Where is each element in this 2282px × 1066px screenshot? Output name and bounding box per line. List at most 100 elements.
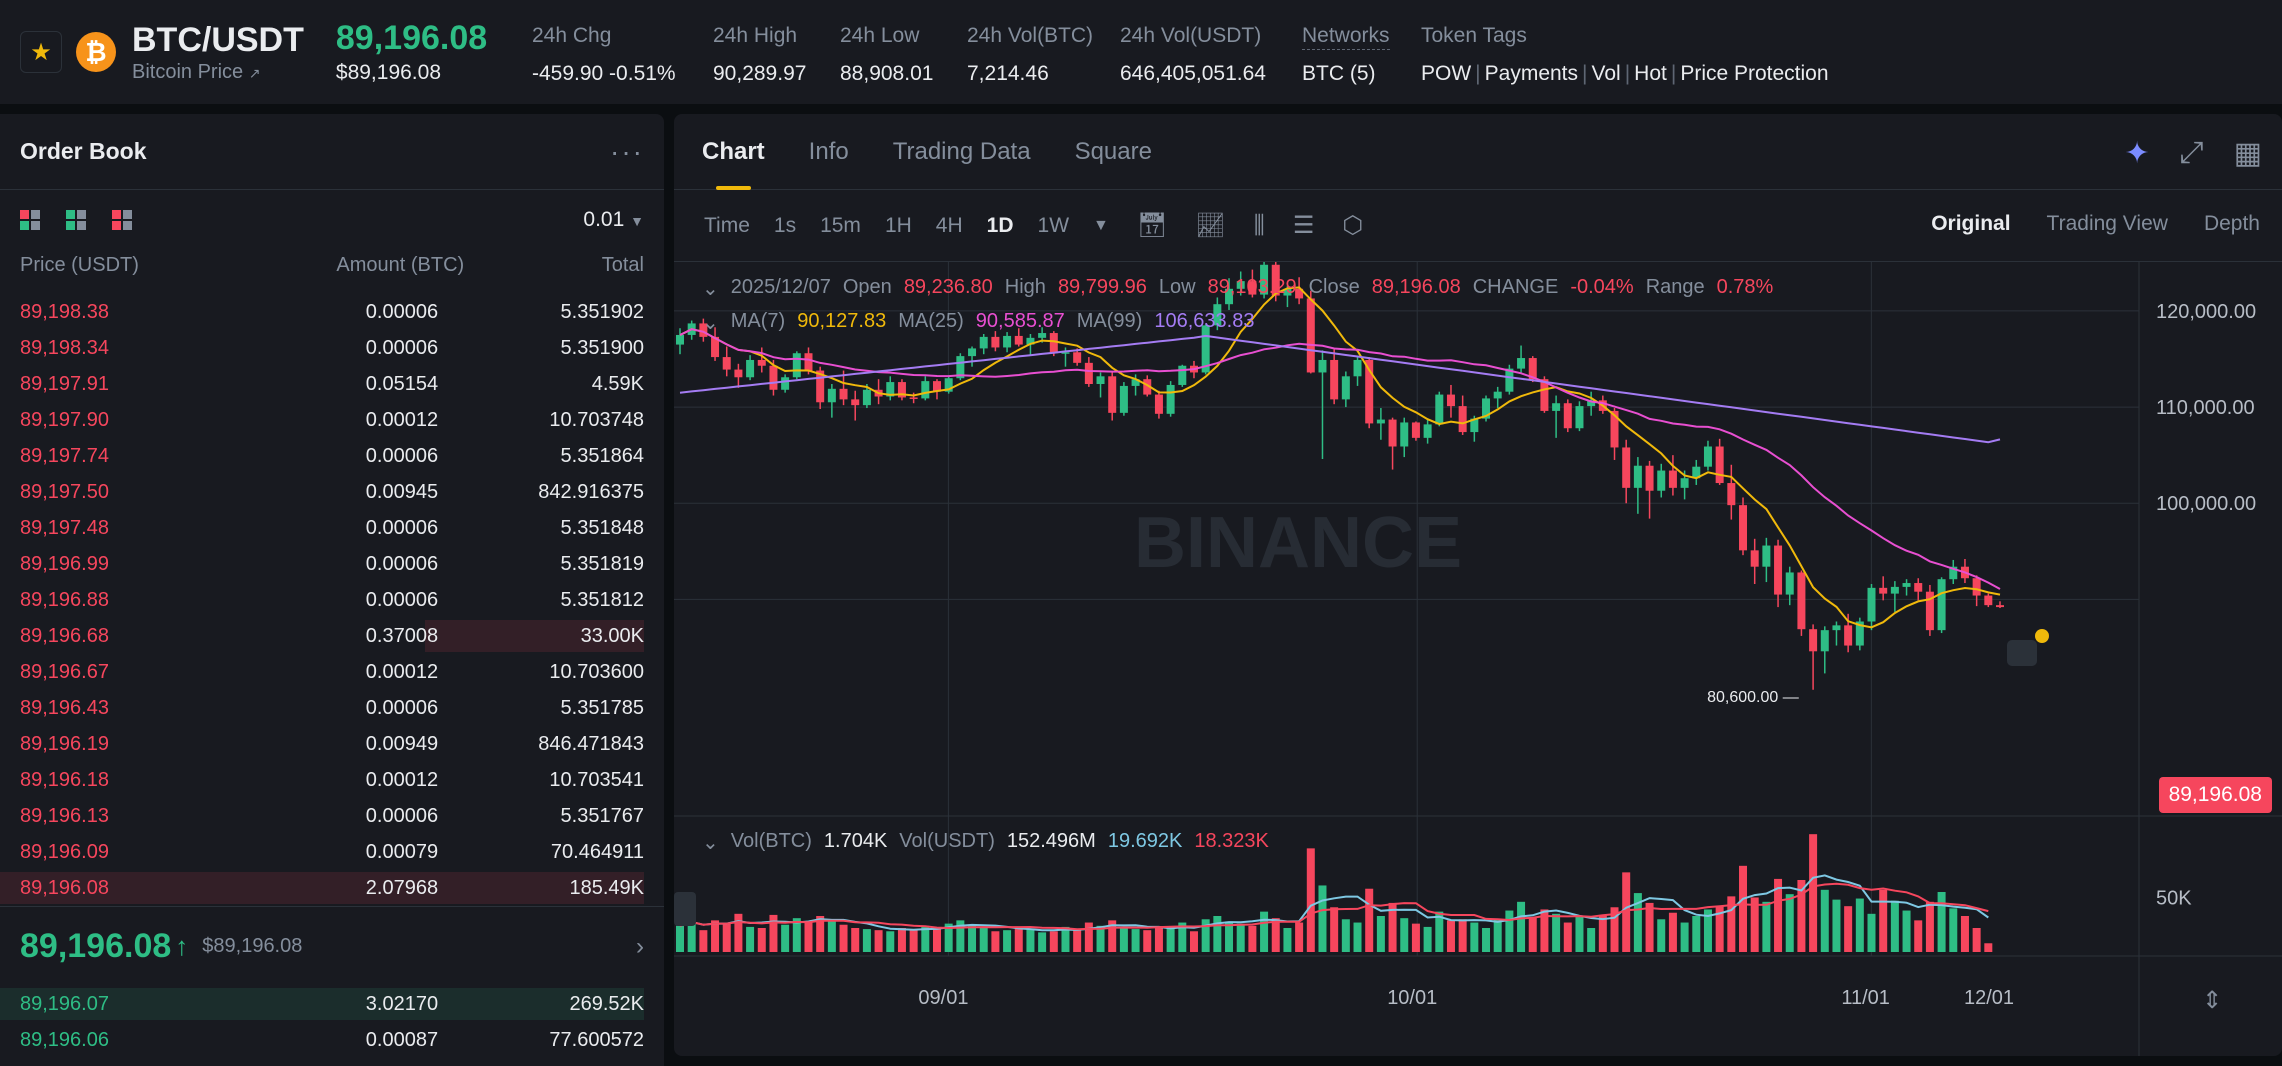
ask-row[interactable]: 89,196.67 0.00012 10.703600 xyxy=(0,654,664,690)
ask-row[interactable]: 89,196.88 0.00006 5.351812 xyxy=(0,582,664,618)
ask-row[interactable]: 89,197.91 0.05154 4.59K xyxy=(0,366,664,402)
layout-grid-icon[interactable]: ▦ xyxy=(2233,137,2262,170)
precision-value[interactable]: 0.01 xyxy=(583,208,625,231)
ask-row[interactable]: 89,196.68 0.37008 33.00K xyxy=(0,618,664,654)
depth-bar xyxy=(425,620,644,652)
row-total: 5.351812 xyxy=(560,588,644,611)
tab-info[interactable]: Info xyxy=(808,137,849,165)
low-value: 89,103.29 xyxy=(1207,276,1297,298)
candle-body xyxy=(1306,298,1315,373)
candle-body xyxy=(851,399,860,406)
row-price: 89,196.43 xyxy=(20,696,109,719)
view-depth[interactable]: Depth xyxy=(2203,212,2260,235)
pair-subtitle[interactable]: Bitcoin Price ↗ xyxy=(132,61,304,84)
stat-networks[interactable]: Networks BTC (5) xyxy=(1302,24,1390,86)
ask-row[interactable]: 89,198.34 0.00006 5.351900 xyxy=(0,330,664,366)
interval-1w[interactable]: 1W xyxy=(1037,213,1070,237)
candle-body xyxy=(1867,587,1876,622)
hexagon-settings-icon[interactable]: ⬡ xyxy=(1342,212,1364,239)
candle-body xyxy=(932,381,941,392)
interval-time[interactable]: Time xyxy=(704,213,750,237)
tab-chart[interactable]: Chart xyxy=(702,114,765,190)
chart-type-icon[interactable]: ⫼ xyxy=(1253,211,1265,239)
volume-bar xyxy=(1517,901,1526,952)
more-options-icon[interactable]: ··· xyxy=(610,135,644,167)
pair-name[interactable]: BTC/USDT xyxy=(132,20,304,59)
volume-bar xyxy=(1306,848,1315,952)
bid-row[interactable]: 89,196.07 3.02170 269.52K xyxy=(0,986,664,1022)
tag-payments[interactable]: Payments xyxy=(1484,62,1579,85)
ask-row[interactable]: 89,196.08 2.07968 185.49K xyxy=(0,870,664,906)
ask-row[interactable]: 89,197.90 0.00012 10.703748 xyxy=(0,402,664,438)
collapse-chevron-icon[interactable]: ⌄ xyxy=(702,278,719,300)
volume-bar xyxy=(746,926,755,952)
candle-body xyxy=(1038,333,1047,338)
precision-select[interactable]: 0.01 ▼ xyxy=(583,208,644,232)
ask-row[interactable]: 89,196.13 0.00006 5.351767 xyxy=(0,798,664,834)
row-total: 4.59K xyxy=(591,372,644,395)
external-link-icon[interactable]: ↗ xyxy=(248,64,261,81)
collapse-chevron-icon[interactable]: ⌄ xyxy=(702,312,719,334)
ask-row[interactable]: 89,196.99 0.00006 5.351819 xyxy=(0,546,664,582)
row-price: 89,196.88 xyxy=(20,588,109,611)
volume-bar xyxy=(1096,925,1105,952)
ask-row[interactable]: 89,196.09 0.00079 70.464911 xyxy=(0,834,664,870)
interval-1h[interactable]: 1H xyxy=(884,213,912,237)
tab-trading-data[interactable]: Trading Data xyxy=(892,137,1031,165)
view-trading-view[interactable]: Trading View xyxy=(2046,212,2168,235)
volume-bar xyxy=(1026,929,1035,952)
row-amount: 0.00949 xyxy=(365,732,439,755)
ask-row[interactable]: 89,196.19 0.00949 846.471843 xyxy=(0,726,664,762)
volume-bar xyxy=(1201,919,1210,952)
ask-row[interactable]: 89,198.38 0.00006 5.351902 xyxy=(0,294,664,330)
chevron-down-icon[interactable]: ▼ xyxy=(630,213,644,229)
chevron-right-icon[interactable]: › xyxy=(636,932,644,960)
collapse-chevron-icon[interactable]: ⌄ xyxy=(702,832,719,854)
ask-row[interactable]: 89,196.43 0.00006 5.351785 xyxy=(0,690,664,726)
stat-label: 24h Vol(BTC) xyxy=(967,24,1094,47)
favorite-star-icon[interactable]: ★ xyxy=(20,31,62,73)
tag-pow[interactable]: POW xyxy=(1421,62,1472,85)
ai-sparkle-icon[interactable]: ✦ xyxy=(2124,137,2150,170)
view-asks-icon[interactable] xyxy=(112,210,132,230)
candle-body xyxy=(1633,465,1642,488)
stat-label[interactable]: Networks xyxy=(1302,24,1390,50)
mid-price-row[interactable]: 89,196.08 ↑ $89,196.08 › xyxy=(0,906,664,986)
volume-bar xyxy=(1038,932,1047,952)
ask-row[interactable]: 89,196.18 0.00012 10.703541 xyxy=(0,762,664,798)
fullscreen-icon[interactable]: ⤢ xyxy=(2179,136,2204,169)
tab-square[interactable]: Square xyxy=(1074,137,1152,165)
tag-vol[interactable]: Vol xyxy=(1591,62,1621,85)
volume-bar xyxy=(1119,928,1128,952)
bid-row[interactable]: 89,196.06 0.00087 77.600572 xyxy=(0,1022,664,1058)
volume-bar xyxy=(1692,916,1701,952)
depth-bar xyxy=(0,872,644,904)
candle-body xyxy=(862,389,871,406)
interval-1s[interactable]: 1s xyxy=(773,213,797,237)
interval-1d[interactable]: 1D xyxy=(986,213,1014,237)
calendar-icon[interactable]: 📅︎ xyxy=(1136,212,1168,239)
candle-body xyxy=(1925,591,1934,631)
interval-4h[interactable]: 4H xyxy=(935,213,963,237)
ohlc-date: 2025/12/07 xyxy=(730,276,831,298)
interval-dropdown-icon[interactable]: ▼ xyxy=(1093,216,1109,234)
tag-hot[interactable]: Hot xyxy=(1634,62,1667,85)
ask-row[interactable]: 89,197.48 0.00006 5.351848 xyxy=(0,510,664,546)
volume-bar xyxy=(1668,912,1677,952)
interval-15m[interactable]: 15m xyxy=(820,213,861,237)
ma25-line xyxy=(679,328,2001,590)
settings-list-icon[interactable]: ☰ xyxy=(1292,212,1315,239)
view-bids-icon[interactable] xyxy=(66,210,86,230)
indicators-icon[interactable]: 📈︎ xyxy=(1195,212,1226,239)
candle-body xyxy=(1879,587,1888,594)
ask-row[interactable]: 89,197.50 0.00945 842.916375 xyxy=(0,474,664,510)
token-tags-label: Token Tags xyxy=(1421,24,1527,47)
chart-area[interactable]: BINANCE120,000.00110,000.00100,000.00126… xyxy=(674,262,2282,1056)
tag-price-protection[interactable]: Price Protection xyxy=(1680,62,1829,85)
view-both-icon[interactable] xyxy=(20,210,40,230)
candle-body xyxy=(909,397,918,399)
view-original[interactable]: Original xyxy=(1931,212,2011,235)
pair-subtitle-text[interactable]: Bitcoin Price xyxy=(132,60,244,83)
ask-row[interactable]: 89,197.74 0.00006 5.351864 xyxy=(0,438,664,474)
candlestick-chart[interactable]: BINANCE120,000.00110,000.00100,000.00126… xyxy=(674,262,2282,1056)
